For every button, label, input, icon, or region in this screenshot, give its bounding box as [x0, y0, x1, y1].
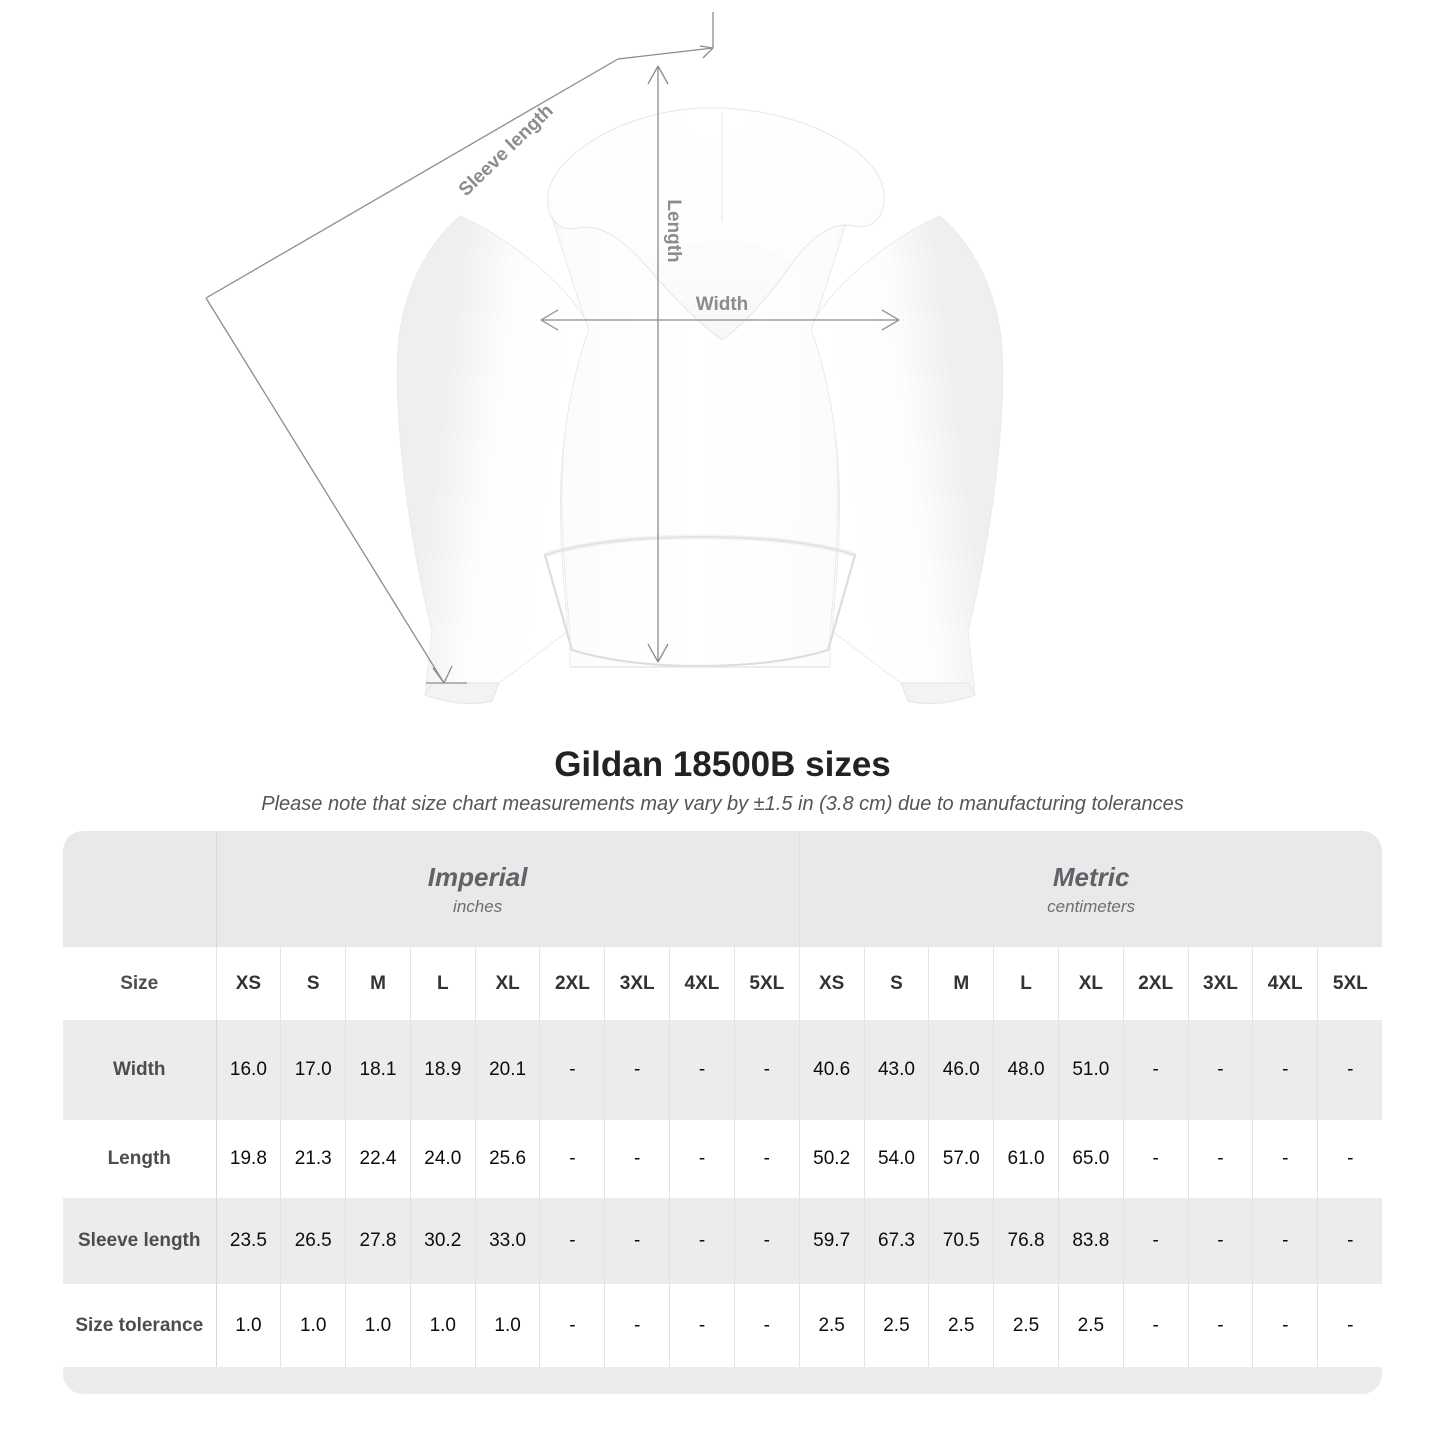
svg-text:Sleeve length: Sleeve length — [455, 100, 558, 200]
svg-text:Width: Width — [696, 294, 749, 315]
svg-text:Length: Length — [663, 199, 684, 262]
